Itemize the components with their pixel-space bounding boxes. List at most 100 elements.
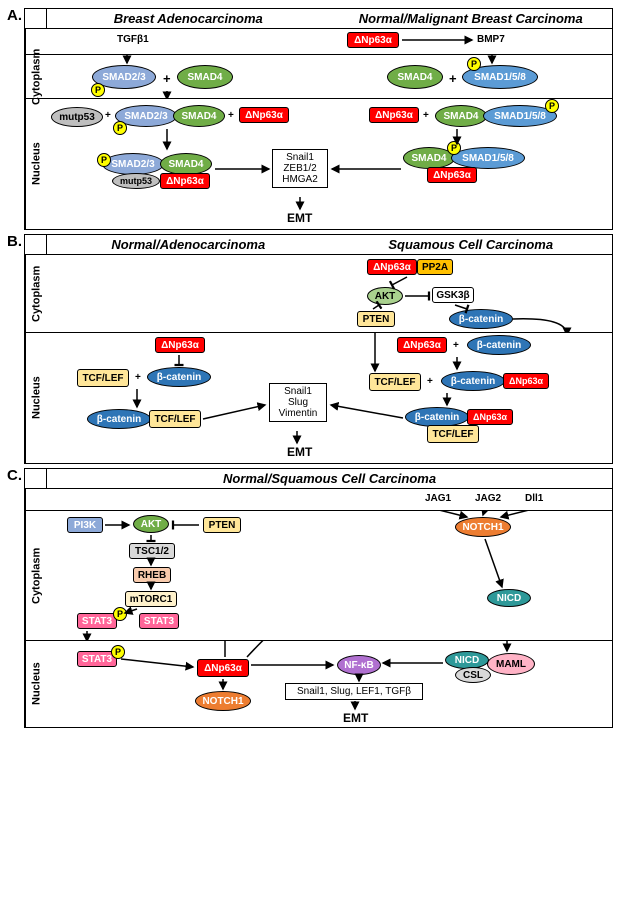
nfkb: NF-κB [337, 655, 381, 675]
p-c1: P [113, 607, 127, 621]
mtorc1: mTORC1 [125, 591, 177, 607]
bcat-b2: β-catenin [147, 367, 211, 387]
dnp63a-n2: ΔNp63α [160, 173, 210, 189]
notch1-n: NOTCH1 [195, 691, 251, 711]
smad4-cyto-l: SMAD4 [177, 65, 233, 89]
dnp63a-c: ΔNp63α [197, 659, 249, 677]
header-c: Normal/Squamous Cell Carcinoma [47, 469, 612, 488]
panel-c-top: JAG1 JAG2 Dll1 [25, 489, 612, 511]
dnp63a-b3: ΔNp63α [397, 337, 447, 353]
plus2: + [449, 71, 457, 86]
pi3k: PI3K [67, 517, 103, 533]
p3: P [113, 121, 127, 135]
header-left: Breast Adenocarcinoma [47, 9, 330, 28]
panel-b-nucleus: Nucleus ΔNp63α TCF/LEF + β-catenin β-cat… [25, 333, 612, 463]
cyto-c: Cytoplasm [25, 511, 47, 640]
jag2: JAG2 [475, 493, 501, 504]
p-badge: P [91, 83, 105, 97]
smad158-n2: SMAD1/5/8 [451, 147, 525, 169]
bcat-b3: β-catenin [87, 409, 151, 429]
stat3-c2: STAT3 [139, 613, 179, 629]
panel-a-cytoplasm: Cytoplasm SMAD2/3 P + SMAD4 SMAD4 + SMAD… [25, 55, 612, 99]
tcflef-b2: TCF/LEF [149, 410, 201, 428]
dnp63a-n1: ΔNp63α [239, 107, 289, 123]
panel-c-label: C. [7, 467, 22, 484]
targets-box-a: Snail1 ZEB1/2 HMGA2 [272, 149, 328, 188]
targets-box-c: Snail1, Slug, LEF1, TGFβ [285, 683, 423, 700]
nucleus-label: Nucleus [25, 99, 47, 229]
dnp63a-n4: ΔNp63α [427, 167, 477, 183]
mutp53-n2: mutp53 [112, 173, 160, 189]
panel-a-label: A. [7, 7, 22, 24]
jag1: JAG1 [425, 493, 451, 504]
gsk3b: GSK3β [432, 287, 474, 303]
dnp63a-n3: ΔNp63α [369, 107, 419, 123]
plus4: + [228, 110, 234, 121]
maml: MAML [487, 653, 535, 675]
csl: CSL [455, 667, 491, 683]
mutp53-n: mutp53 [51, 107, 103, 127]
emt-a: EMT [287, 211, 312, 225]
nicd-n: NICD [445, 651, 489, 669]
bmp7-label: BMP7 [477, 34, 505, 45]
plus3: + [105, 110, 111, 121]
panel-c-cytoplasm: Cytoplasm PI3K AKT PTEN TSC1/2 RHEB mTOR… [25, 511, 612, 641]
p5: P [545, 99, 559, 113]
akt-c: AKT [133, 515, 169, 533]
akt-b: AKT [367, 287, 403, 305]
dnp63a-b5: ΔNp63α [467, 409, 513, 425]
tcflef-b1: TCF/LEF [77, 369, 129, 387]
panel-b-cytoplasm: Cytoplasm ΔNp63α PP2A AKT GSK3β PTEN β-c… [25, 255, 612, 333]
p-c2: P [111, 645, 125, 659]
bcat-b5: β-catenin [441, 371, 505, 391]
panel-c: C. Normal/Squamous Cell Carcinoma JAG1 J… [24, 468, 613, 728]
dll1: Dll1 [525, 493, 543, 504]
emt-b: EMT [287, 445, 312, 459]
pp2a: PP2A [417, 259, 453, 275]
dnp63a-top: ΔNp63α [347, 32, 399, 48]
smad4-n1: SMAD4 [173, 105, 225, 127]
tgfb1-label: TGFβ1 [117, 34, 149, 45]
plus1: + [163, 71, 171, 86]
dnp63a-b1: ΔNp63α [367, 259, 417, 275]
pten-b: PTEN [357, 311, 395, 327]
panel-a: A. Breast Adenocarcinoma Normal/Malignan… [24, 8, 613, 230]
cytoplasm-label: Cytoplasm [25, 55, 47, 98]
p4: P [97, 153, 111, 167]
notch1-c: NOTCH1 [455, 517, 511, 537]
panel-c-nucleus: Nucleus STAT3 P ΔNp63α NOTCH1 NF-κB Snai… [25, 641, 612, 727]
rheb: RHEB [133, 567, 171, 583]
stat3-c1: STAT3 [77, 613, 117, 629]
dnp63a-b2: ΔNp63α [155, 337, 205, 353]
panel-a-top: TGFβ1 ΔNp63α BMP7 [25, 29, 612, 55]
nuc-b: Nucleus [25, 333, 47, 463]
panel-a-header: Breast Adenocarcinoma Normal/Malignant B… [25, 9, 612, 29]
smad4-n2: SMAD4 [160, 153, 212, 175]
pten-c: PTEN [203, 517, 241, 533]
panel-b: B. Normal/Adenocarcinoma Squamous Cell C… [24, 234, 613, 464]
tcflef-b3: TCF/LEF [369, 373, 421, 391]
cyto-b: Cytoplasm [25, 255, 47, 332]
nuc-c: Nucleus [25, 641, 47, 727]
tsc12: TSC1/2 [129, 543, 175, 559]
smad4-cyto-r: SMAD4 [387, 65, 443, 89]
header-b-right: Squamous Cell Carcinoma [330, 235, 613, 254]
header-b-left: Normal/Adenocarcinoma [47, 235, 330, 254]
targets-box-b: Snail1 Slug Vimentin [269, 383, 327, 422]
panel-b-label: B. [7, 233, 22, 250]
smad23-n2: SMAD2/3 [102, 153, 164, 175]
plus-b1: + [135, 372, 141, 383]
p6: P [447, 141, 461, 155]
panel-b-header: Normal/Adenocarcinoma Squamous Cell Carc… [25, 235, 612, 255]
nicd-c: NICD [487, 589, 531, 607]
tcflef-b4: TCF/LEF [427, 425, 479, 443]
plus-b2: + [453, 340, 459, 351]
emt-c: EMT [343, 711, 368, 725]
bcat-b4: β-catenin [467, 335, 531, 355]
bcat-b6: β-catenin [405, 407, 469, 427]
panel-a-nucleus: Nucleus mutp53 + SMAD2/3 P SMAD4 + ΔNp63… [25, 99, 612, 229]
smad4-n3: SMAD4 [435, 105, 487, 127]
p-badge2: P [467, 57, 481, 71]
plus5: + [423, 110, 429, 121]
bcat-b1: β-catenin [449, 309, 513, 329]
